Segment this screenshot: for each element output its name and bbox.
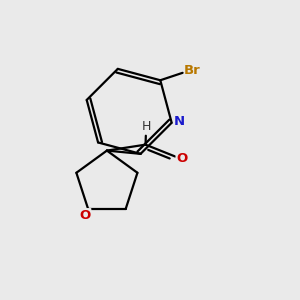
Text: N: N [174, 115, 185, 128]
Text: Br: Br [184, 64, 201, 77]
Text: H: H [141, 120, 151, 133]
Text: O: O [80, 209, 91, 222]
Text: O: O [176, 152, 188, 164]
